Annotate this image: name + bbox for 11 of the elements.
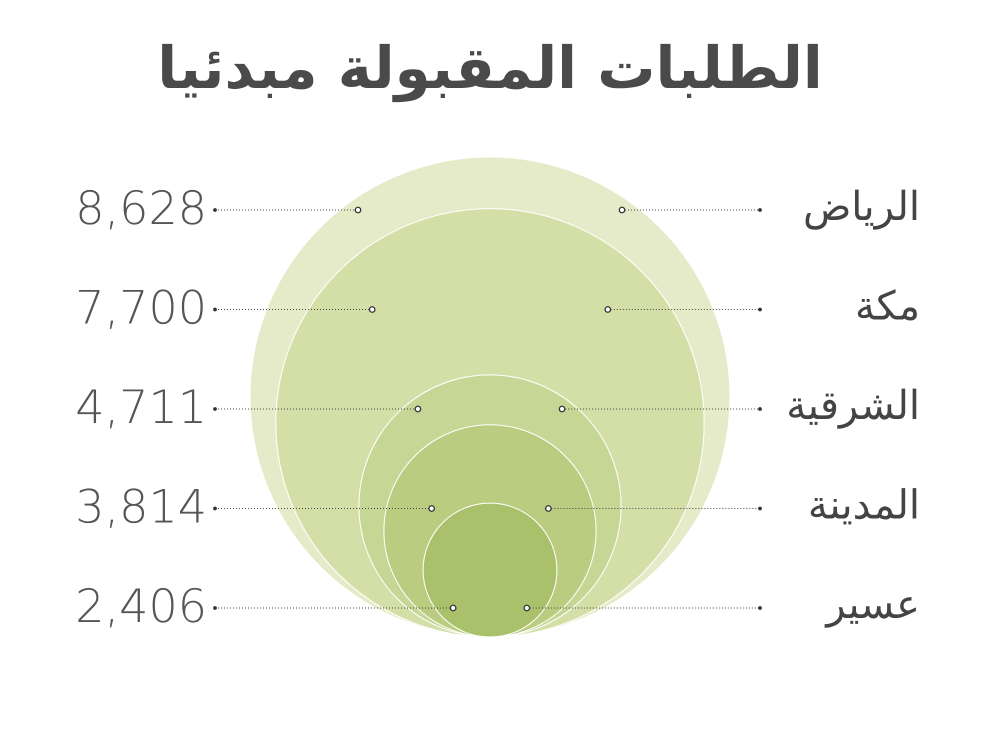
data-label: 8,628 xyxy=(75,181,207,235)
category-label: الشرقية xyxy=(786,383,920,429)
text: الطلبات المقبولة مبدئيا xyxy=(157,34,823,103)
category-label: الرياض xyxy=(802,184,920,230)
data-label: 7,700 xyxy=(75,280,207,334)
category-label: عسير xyxy=(824,582,920,628)
category-label: مكة xyxy=(855,284,920,330)
category-label: المدينة xyxy=(808,482,920,528)
data-label: 3,814 xyxy=(75,480,207,534)
data-label: 4,711 xyxy=(75,380,207,434)
data-label: 2,406 xyxy=(75,579,207,633)
